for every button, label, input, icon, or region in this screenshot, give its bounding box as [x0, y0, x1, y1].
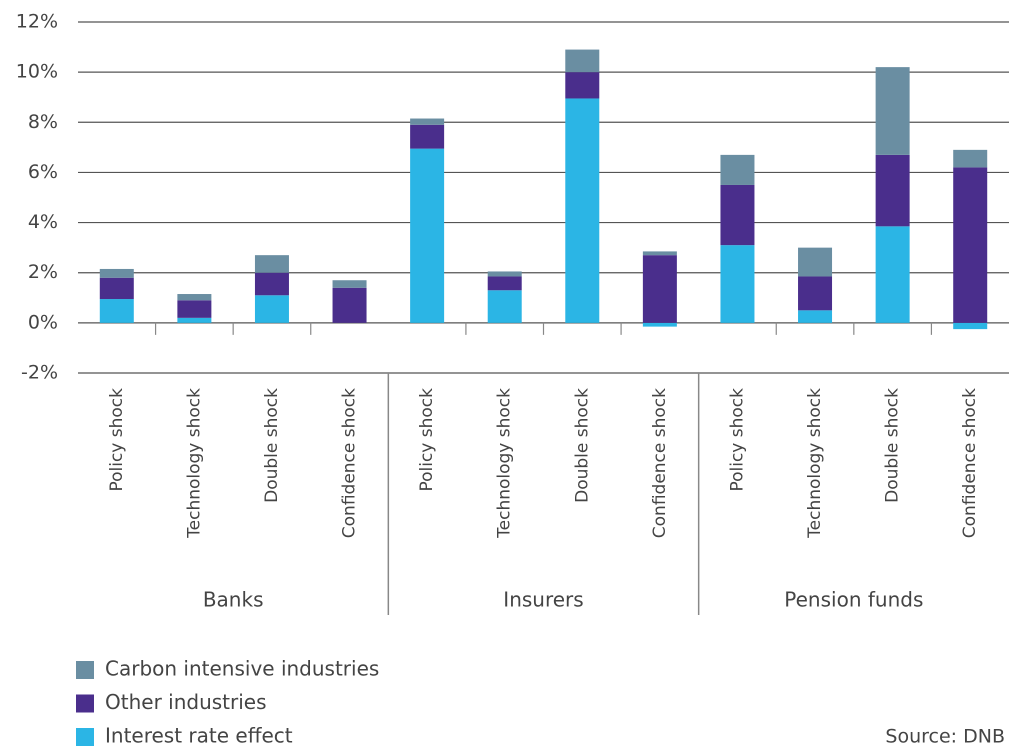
bar-segment	[487, 276, 522, 291]
bar-segment	[798, 310, 833, 323]
bar-segment	[875, 67, 910, 155]
y-tick-label: -2%	[21, 362, 58, 384]
legend-label: Other industries	[105, 690, 267, 714]
group-label: Banks	[203, 588, 264, 612]
bar-segment	[565, 72, 600, 99]
bar-segment	[487, 271, 522, 277]
legend-label: Carbon intensive industries	[105, 657, 379, 681]
x-tick-label: Policy shock	[107, 388, 127, 492]
legend-swatch	[76, 694, 94, 713]
y-tick-label: 10%	[16, 61, 58, 83]
bar-segment	[720, 154, 755, 185]
bar-segment	[565, 98, 600, 323]
group-label: Insurers	[503, 588, 583, 612]
bar-segment	[254, 295, 289, 323]
x-tick-label: Technology shock	[805, 388, 825, 539]
bar-segment	[177, 294, 212, 301]
bar-segment	[642, 251, 677, 256]
group-label: Pension funds	[784, 588, 923, 612]
y-tick-label: 4%	[28, 211, 58, 233]
bar-segment	[254, 272, 289, 296]
bar-segment	[410, 124, 445, 149]
y-tick-label: 2%	[28, 261, 58, 283]
bar-segment	[177, 317, 212, 323]
x-tick-label: Policy shock	[417, 388, 437, 492]
bar-segment	[410, 118, 445, 125]
legend-swatch	[76, 661, 94, 679]
bar-segment	[99, 268, 134, 278]
bar-segment	[332, 287, 367, 323]
bar-segment	[953, 149, 988, 168]
bar-segment	[99, 277, 134, 300]
bar-segment	[953, 167, 988, 323]
bar-segment	[177, 300, 212, 318]
bar-segment	[875, 154, 910, 227]
bar-segment	[332, 280, 367, 288]
bar-segment	[953, 322, 988, 330]
bar-segment	[798, 247, 833, 277]
bar-segment	[642, 322, 677, 327]
x-tick-label: Confidence shock	[650, 388, 670, 538]
x-tick-label: Policy shock	[727, 388, 747, 492]
y-tick-label: 0%	[28, 311, 58, 333]
y-tick-label: 8%	[28, 111, 58, 133]
bar-segment	[254, 255, 289, 273]
x-tick-label: Technology shock	[184, 388, 204, 539]
x-tick-label: Double shock	[572, 388, 592, 503]
source: Source: DNB	[885, 726, 1005, 748]
bar-segment	[565, 49, 600, 73]
bar-segment	[487, 290, 522, 323]
x-tick-label: Confidence shock	[340, 388, 360, 538]
x-tick-label: Double shock	[262, 388, 282, 503]
bar-segment	[99, 299, 134, 323]
x-tick-label: Confidence shock	[960, 388, 980, 538]
x-tick-label: Technology shock	[495, 388, 515, 539]
x-tick-label: Double shock	[883, 388, 903, 503]
bar-segment	[875, 226, 910, 323]
y-tick-label: 6%	[28, 161, 58, 183]
bar-segment	[720, 184, 755, 246]
legend-swatch	[76, 728, 94, 746]
bar-segment	[410, 148, 445, 323]
bar-segment	[720, 245, 755, 323]
legend-label: Interest rate effect	[105, 724, 293, 748]
y-tick-label: 12%	[16, 11, 58, 33]
bar-segment	[798, 276, 833, 311]
bar-segment	[642, 255, 677, 323]
